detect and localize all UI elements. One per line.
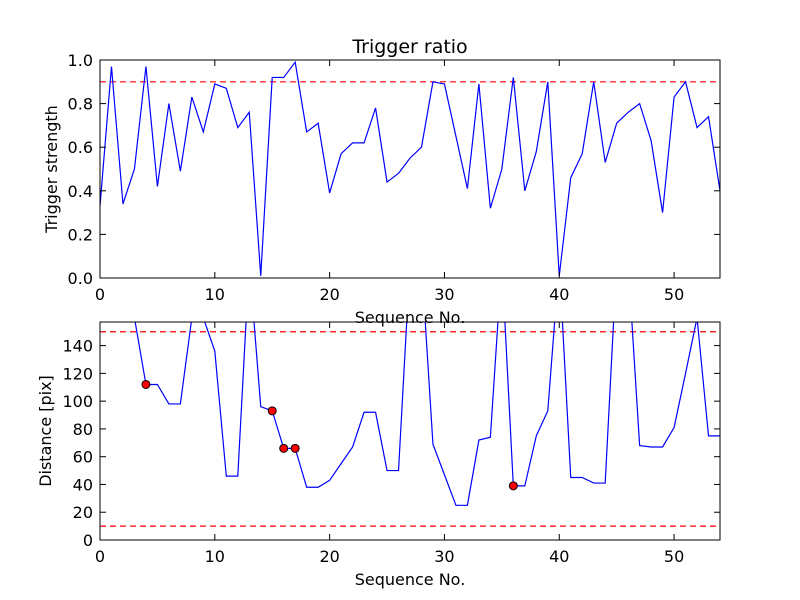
- y-tick-label: 100: [62, 392, 93, 411]
- y-tick-label: 40: [73, 475, 93, 494]
- x-tick-label: 0: [95, 285, 105, 304]
- plot-frame: [99, 59, 721, 279]
- y-tick-label: 120: [62, 364, 93, 383]
- data-point-marker: [279, 443, 289, 453]
- y-tick-label: 0.4: [68, 182, 93, 201]
- data-point-marker: [508, 481, 518, 491]
- y-tick-label: 1.0: [68, 51, 93, 70]
- x-axis-label: Sequence No.: [355, 308, 466, 327]
- x-axis-label: Sequence No.: [355, 570, 466, 589]
- x-tick-label: 40: [549, 547, 569, 566]
- plot-frame: [99, 321, 721, 541]
- y-tick-label: 140: [62, 337, 93, 356]
- y-tick-label: 20: [73, 503, 93, 522]
- data-point-marker: [267, 406, 277, 416]
- y-tick-label: 80: [73, 420, 93, 439]
- x-tick-label: 50: [664, 285, 684, 304]
- data-point-marker: [141, 379, 151, 389]
- series-line: [100, 60, 720, 276]
- x-tick-label: 20: [319, 547, 339, 566]
- y-axis-label: Distance [pix]: [36, 375, 55, 487]
- y-tick-label: 0.0: [68, 269, 93, 288]
- y-tick-label: 0: [83, 531, 93, 550]
- distance-subplot: 0 10 20 30 40 50 0 20 40 60 80 100 120 140 Sequence …: [36, 321, 721, 589]
- x-tick-label: 20: [319, 285, 339, 304]
- y-tick-label: 0.8: [68, 95, 93, 114]
- x-tick-label: 0: [95, 547, 105, 566]
- x-tick-label: 40: [549, 285, 569, 304]
- x-tick-label: 30: [434, 285, 454, 304]
- x-tick-label: 30: [434, 547, 454, 566]
- y-tick-label: 0.6: [68, 138, 93, 157]
- x-tick-label: 50: [664, 547, 684, 566]
- y-tick-label: 0.2: [68, 225, 93, 244]
- data-point-marker: [290, 443, 300, 453]
- y-tick-label: 60: [73, 448, 93, 467]
- chart-title: Trigger ratio: [351, 36, 467, 58]
- x-tick-label: 10: [205, 285, 225, 304]
- x-tick-label: 10: [205, 547, 225, 566]
- y-axis-label: Trigger strength: [42, 105, 61, 234]
- trigger-ratio-subplot: Trigger ratio 0 10 20 30 40 50 0.0 0.2 0.4 0.6 0.…: [42, 36, 721, 327]
